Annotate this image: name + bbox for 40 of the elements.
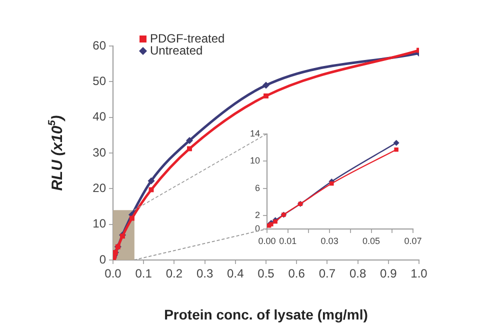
y-tick-label: 30	[92, 145, 106, 160]
point	[148, 177, 155, 184]
point	[186, 137, 193, 144]
point	[393, 140, 400, 146]
y-tick-label: 6	[254, 182, 260, 193]
x-tick-label: 0.6	[288, 266, 306, 281]
x-tick-label: 0.7	[318, 266, 336, 281]
y-tick-label: 20	[92, 180, 106, 195]
x-tick-label: 0.03	[320, 236, 338, 246]
legend-label: Untreated	[150, 43, 203, 58]
x-tick-label: 0.1	[135, 266, 152, 281]
y-tick-label: 10	[250, 156, 260, 166]
y-tick-label: 2	[254, 210, 260, 220]
y-tick-label: 50	[92, 74, 106, 88]
x-tick-label: 0.07	[404, 236, 422, 246]
x-tick-label: 0.8	[349, 266, 366, 281]
y-tick-label: 40	[92, 110, 106, 124]
point	[129, 216, 134, 221]
point	[262, 82, 270, 89]
x-tick-label: 0.01	[279, 236, 297, 246]
x-tick-label: 0.9	[380, 266, 398, 281]
x-tick-label: 0.0	[104, 266, 122, 281]
x-tick-label: 0.5	[258, 266, 275, 281]
x-axis-title: Protein conc. of lysate (mg/ml)	[164, 306, 368, 322]
x-tick-label: 0.05	[362, 236, 380, 246]
x-tick-label: 0.3	[196, 266, 214, 281]
point	[394, 147, 398, 152]
point	[330, 181, 334, 186]
x-tick-label: 0.00	[258, 236, 276, 246]
x-tick-label: 1.0	[410, 266, 428, 281]
point	[264, 93, 268, 98]
x-tick-label: 0.2	[166, 266, 183, 281]
y-axis-title: RLU (x105)	[46, 115, 66, 191]
x-tick-label: 0.4	[227, 266, 244, 281]
y-tick-label: 60	[92, 38, 106, 52]
point	[187, 146, 192, 152]
y-tick-label: 10	[92, 216, 106, 231]
y-tick-label: 14	[250, 128, 260, 138]
legend-label: PDGF-treated	[150, 31, 225, 46]
y-tick-label: 0	[99, 252, 106, 266]
